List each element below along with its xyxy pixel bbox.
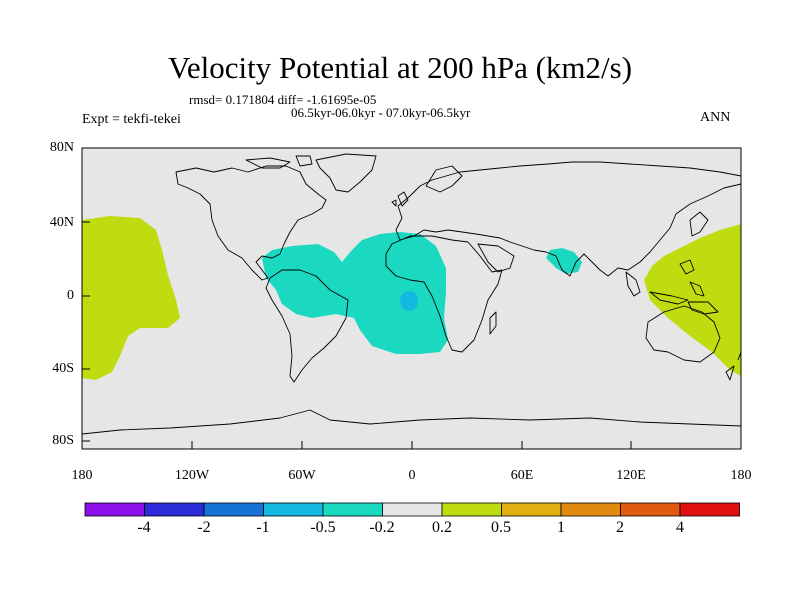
colorbar-swatch xyxy=(203,502,264,517)
colorbar-label: -0.5 xyxy=(310,519,336,536)
chart-title: Velocity Potential at 200 hPa (km2/s) xyxy=(167,50,633,85)
colorbar-swatch xyxy=(501,502,562,517)
india-negative-region xyxy=(546,248,582,274)
y-axis-label: 80N xyxy=(49,140,74,155)
madagascar-coast xyxy=(489,311,497,335)
colorbar-swatch xyxy=(620,502,681,517)
colorbar-swatch xyxy=(263,502,324,517)
arctic-islands-coast xyxy=(245,155,313,169)
colorbar-swatch xyxy=(382,502,443,517)
y-axis-label: 40N xyxy=(49,215,74,230)
antarctica-coast xyxy=(81,409,742,435)
arabia-coast xyxy=(477,243,515,273)
colorbar-swatch xyxy=(144,502,205,517)
central-pacific-positive-region xyxy=(82,216,180,380)
colorbar-label: 2 xyxy=(616,519,624,536)
japan-coast xyxy=(689,211,709,237)
x-axis-label: 60W xyxy=(288,468,316,483)
colorbar-swatch xyxy=(679,502,740,517)
australia-coast xyxy=(645,305,721,363)
x-axis-label: 120W xyxy=(174,468,210,483)
x-axis-label: 180 xyxy=(71,468,93,483)
colorbar-swatch xyxy=(322,502,383,517)
colorbar-label: 4 xyxy=(676,519,684,536)
colorbar-swatch xyxy=(84,502,145,517)
x-axis-label: 60E xyxy=(510,468,534,483)
colorbar-label: -4 xyxy=(137,519,151,536)
greenland-coast xyxy=(315,153,377,193)
africa-coast xyxy=(385,235,503,353)
southeast-asia-coast xyxy=(625,259,705,305)
season-label: ANN xyxy=(700,110,731,125)
x-axis-label: 180 xyxy=(730,468,752,483)
x-axis-label: 0 xyxy=(408,468,416,483)
y-axis-label: 80S xyxy=(52,433,74,448)
colorbar-label: -2 xyxy=(197,519,211,536)
anomaly-regions xyxy=(82,216,741,380)
colorbar xyxy=(84,502,740,517)
west-pacific-positive-region xyxy=(644,224,741,376)
colorbar-label: 0.5 xyxy=(491,519,511,536)
y-axis-label: 0 xyxy=(67,288,74,303)
british-isles-coast xyxy=(391,191,409,207)
rmsd-diff-stats: rmsd= 0.171804 diff= -1.61695e-05 xyxy=(189,92,377,107)
axis-ticks xyxy=(81,147,742,449)
africa-core-negative-region xyxy=(400,291,418,311)
x-axis-label: 120E xyxy=(616,468,646,483)
atlantic-negative-region xyxy=(262,232,448,354)
colorbar-label: 0.2 xyxy=(432,519,452,536)
experiment-label: Expt = tekfi-tekei xyxy=(82,112,181,127)
eurasia-coast xyxy=(395,161,742,277)
coastlines xyxy=(81,153,742,435)
scandinavia-coast xyxy=(425,165,463,193)
y-axis-label: 40S xyxy=(52,361,74,376)
colorbar-label: -0.2 xyxy=(369,519,395,536)
new-guinea-coast xyxy=(687,301,719,315)
colorbar-swatch xyxy=(441,502,502,517)
colorbar-label: 1 xyxy=(557,519,565,536)
colorbar-label: -1 xyxy=(256,519,270,536)
south-america-coast xyxy=(265,269,349,383)
north-america-coast xyxy=(175,165,327,281)
colorbar-swatch xyxy=(560,502,621,517)
period-subtitle: 06.5kyr-06.0kyr - 07.0kyr-06.5kyr xyxy=(291,105,471,120)
